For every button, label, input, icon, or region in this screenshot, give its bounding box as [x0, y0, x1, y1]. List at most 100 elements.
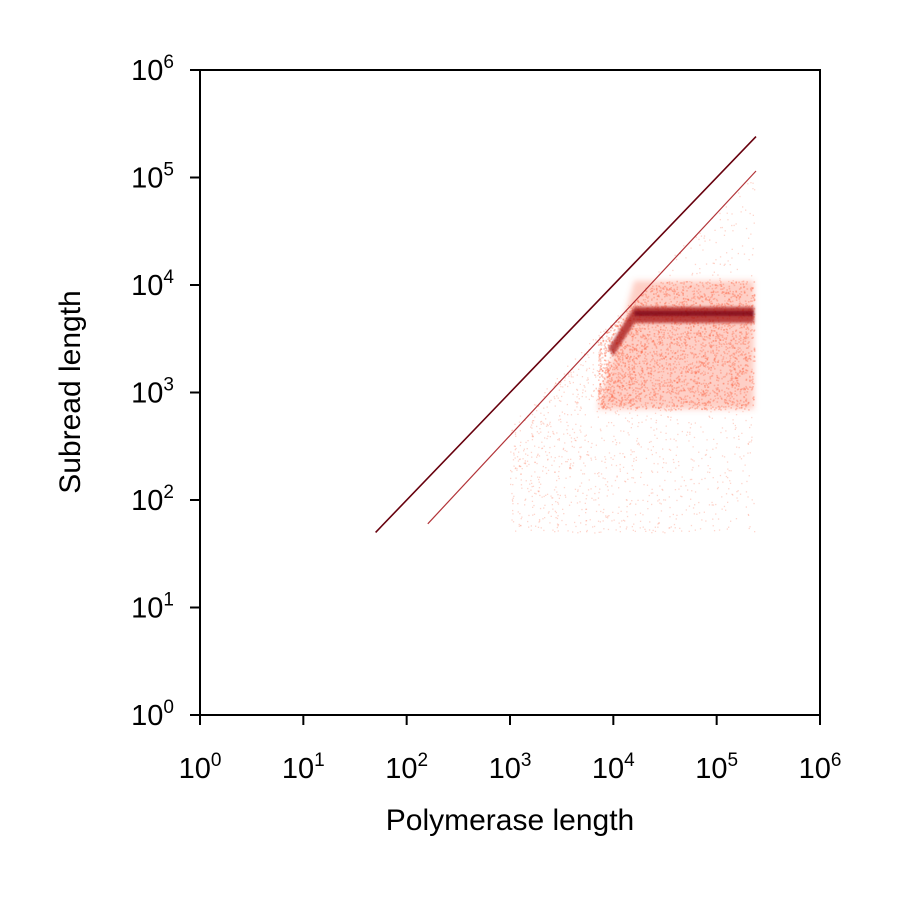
cloud-point — [601, 352, 604, 355]
scatter-point — [584, 414, 586, 416]
cloud-point — [721, 303, 723, 306]
cloud-point — [639, 397, 642, 400]
cloud-point — [671, 388, 674, 390]
cloud-point — [655, 304, 657, 306]
cloud-point — [696, 389, 699, 391]
cloud-point — [743, 336, 745, 339]
cloud-point — [612, 396, 614, 399]
scatter-point — [738, 192, 740, 194]
cloud-point — [698, 399, 700, 401]
scatter-point — [619, 463, 621, 466]
cloud-point — [665, 293, 668, 296]
scatter-point — [530, 424, 533, 426]
scatter-point — [642, 526, 644, 528]
cloud-point — [604, 346, 606, 348]
scatter-point — [528, 490, 530, 493]
scatter-point — [732, 422, 734, 425]
scatter-point — [589, 343, 591, 345]
scatter-point — [573, 437, 576, 440]
cloud-point — [710, 346, 712, 348]
cloud-point — [707, 400, 710, 403]
scatter-point — [575, 401, 577, 404]
cloud-point — [626, 344, 628, 347]
cloud-point — [606, 376, 609, 378]
scatter-point — [719, 219, 721, 221]
cloud-point — [628, 381, 631, 384]
cloud-point — [671, 399, 674, 401]
cloud-point — [685, 371, 687, 374]
cloud-point — [637, 350, 640, 353]
cloud-point — [701, 282, 704, 284]
cloud-point — [712, 334, 715, 337]
cloud-point — [663, 337, 666, 339]
x-axis-label: Polymerase length — [386, 804, 634, 837]
cloud-point — [665, 382, 668, 384]
cloud-point — [738, 304, 741, 307]
cloud-point — [728, 299, 731, 301]
cloud-point — [607, 350, 610, 353]
cloud-point — [653, 394, 655, 397]
cloud-point — [664, 352, 667, 354]
cloud-point — [602, 405, 605, 408]
y-tick-label: 106 — [131, 52, 174, 87]
cloud-point — [704, 294, 706, 296]
cloud-point — [693, 355, 695, 357]
cloud-point — [661, 358, 663, 360]
scatter-point — [577, 393, 579, 396]
cloud-point — [601, 403, 603, 405]
scatter-point — [747, 513, 749, 516]
scatter-point — [510, 451, 512, 453]
cloud-point — [653, 391, 655, 394]
cloud-point — [687, 332, 690, 334]
scatter-point — [513, 445, 516, 447]
cloud-point — [610, 378, 613, 381]
cloud-point — [744, 291, 746, 294]
cloud-point — [599, 367, 602, 369]
cloud-point — [686, 401, 688, 403]
cloud-point — [714, 340, 717, 342]
cloud-point — [698, 335, 700, 337]
cloud-point — [610, 364, 612, 366]
scatter-point — [632, 469, 634, 471]
scatter-point — [601, 437, 603, 439]
cloud-point — [604, 378, 606, 380]
scatter-point — [538, 487, 541, 489]
cloud-point — [632, 343, 634, 346]
cloud-point — [744, 340, 747, 342]
cloud-point — [726, 392, 729, 394]
cloud-point — [602, 398, 605, 401]
scatter-point — [698, 482, 700, 485]
cloud-point — [638, 393, 640, 396]
cloud-point — [643, 345, 646, 347]
cloud-point — [694, 407, 696, 410]
scatter-point — [558, 389, 560, 391]
cloud-point — [694, 348, 696, 350]
scatter-point — [632, 477, 635, 479]
cloud-point — [753, 398, 755, 401]
cloud-point — [690, 367, 692, 369]
cloud-point — [699, 333, 702, 335]
scatter-point — [639, 520, 642, 522]
cloud-point — [645, 381, 647, 384]
cloud-point — [712, 350, 714, 353]
scatter-point — [562, 448, 564, 451]
cloud-point — [736, 372, 739, 375]
scatter-point — [628, 421, 630, 423]
scatter-point — [647, 448, 649, 450]
cloud-point — [750, 358, 752, 361]
scatter-point — [571, 445, 573, 448]
cloud-point — [738, 341, 740, 343]
cloud-point — [713, 360, 716, 362]
scatter-point — [725, 475, 728, 478]
scatter-point — [751, 439, 753, 441]
cloud-point — [680, 389, 682, 392]
cloud-point — [636, 300, 639, 302]
scatter-point — [735, 518, 738, 520]
cloud-point — [604, 391, 606, 394]
cloud-point — [666, 289, 668, 291]
cloud-point — [689, 323, 691, 325]
cloud-point — [635, 392, 637, 395]
cloud-point — [663, 288, 665, 290]
scatter-point — [519, 415, 522, 417]
cloud-point — [607, 406, 610, 409]
